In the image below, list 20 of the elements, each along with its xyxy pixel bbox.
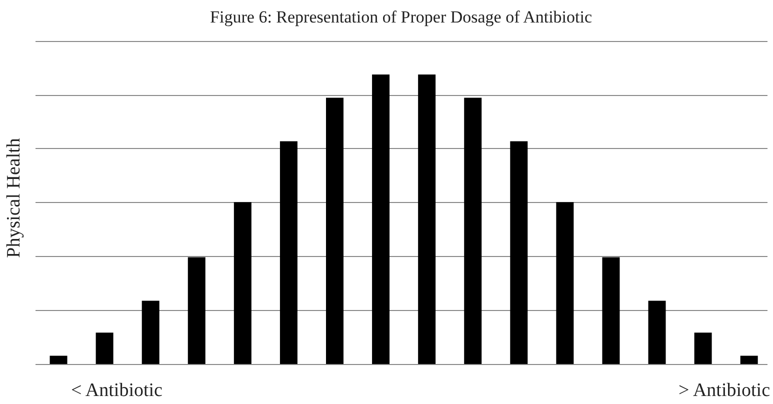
text: > Antibiotic	[678, 379, 770, 403]
bar	[694, 332, 712, 364]
bar	[280, 141, 298, 364]
bar	[372, 74, 390, 364]
text: < Antibiotic	[71, 379, 162, 403]
bar	[556, 202, 574, 364]
bar	[142, 300, 160, 364]
bar	[464, 98, 482, 364]
bar	[510, 141, 528, 364]
bar	[188, 257, 206, 364]
bar	[234, 202, 252, 364]
bar	[418, 74, 436, 364]
chart-title: Figure 6: Representation of Proper Dosage of Antibiotic	[210, 8, 592, 26]
bar	[740, 356, 758, 364]
y-axis-title: Physical Health	[4, 138, 24, 258]
bar	[326, 98, 344, 364]
bar	[648, 300, 666, 364]
bar	[96, 332, 114, 364]
bar	[50, 356, 68, 364]
bar	[602, 257, 620, 364]
